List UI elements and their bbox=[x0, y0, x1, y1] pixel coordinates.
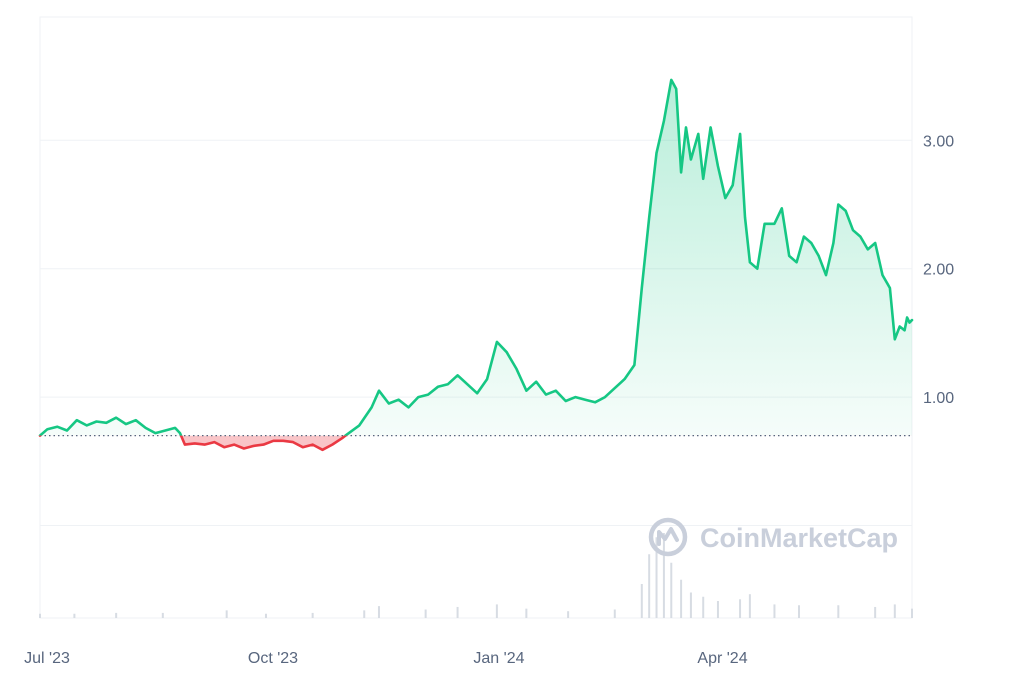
volume-bar bbox=[311, 612, 314, 618]
watermark-text: CoinMarketCap bbox=[700, 523, 898, 553]
volume-bar bbox=[662, 533, 665, 618]
volume-bar bbox=[798, 605, 801, 618]
volume-bar bbox=[702, 596, 705, 618]
volume-bar bbox=[837, 605, 840, 618]
volume-bar bbox=[567, 611, 570, 618]
volume-bar bbox=[739, 599, 742, 618]
x-tick-label: Jan '24 bbox=[473, 650, 524, 667]
volume-bar bbox=[495, 604, 498, 618]
volume-bar bbox=[161, 612, 164, 618]
volume-bar bbox=[670, 562, 673, 618]
price-line bbox=[38, 78, 914, 452]
volume-bar bbox=[264, 613, 267, 618]
y-tick-label: 2.00 bbox=[923, 262, 954, 279]
volume-bar bbox=[648, 554, 651, 618]
volume-bar bbox=[716, 601, 719, 618]
x-axis: Jul '23 Oct '23 Jan '24 Apr '24 bbox=[24, 650, 748, 667]
price-line-down bbox=[38, 435, 348, 452]
volume-bar bbox=[39, 613, 41, 618]
volume-bar bbox=[73, 613, 76, 618]
volume-bar bbox=[874, 606, 877, 618]
volume-bar bbox=[613, 609, 616, 618]
price-area bbox=[40, 79, 912, 450]
x-tick-label: Oct '23 bbox=[248, 650, 298, 667]
volume-bar bbox=[748, 594, 751, 618]
volume-bar bbox=[680, 579, 683, 618]
volume-bar bbox=[655, 537, 658, 618]
x-tick-label: Apr '24 bbox=[697, 650, 747, 667]
volume-bar bbox=[456, 606, 459, 618]
volume-bar bbox=[225, 610, 228, 618]
plot-frame bbox=[39, 16, 913, 619]
volume-bar bbox=[525, 608, 528, 618]
volume-bar bbox=[689, 592, 692, 618]
volume-bar bbox=[893, 604, 896, 618]
x-tick-label: Jul '23 bbox=[24, 650, 70, 667]
coinmarketcap-watermark: CoinMarketCap bbox=[648, 517, 898, 557]
volume-bar bbox=[363, 610, 366, 618]
y-axis: 1.00 2.00 3.00 bbox=[923, 133, 954, 407]
price-line-up bbox=[38, 78, 914, 436]
volume-bar bbox=[773, 604, 776, 618]
volume-bars bbox=[39, 533, 913, 618]
volume-bar bbox=[640, 584, 643, 618]
y-tick-label: 3.00 bbox=[923, 133, 954, 150]
volume-bar bbox=[115, 612, 118, 618]
volume-bar bbox=[911, 608, 913, 618]
volume-bar bbox=[424, 609, 427, 618]
volume-bar bbox=[377, 606, 380, 618]
y-tick-label: 1.00 bbox=[923, 390, 954, 407]
area-above-baseline bbox=[40, 79, 912, 436]
coinmarketcap-logo-icon bbox=[648, 517, 688, 557]
